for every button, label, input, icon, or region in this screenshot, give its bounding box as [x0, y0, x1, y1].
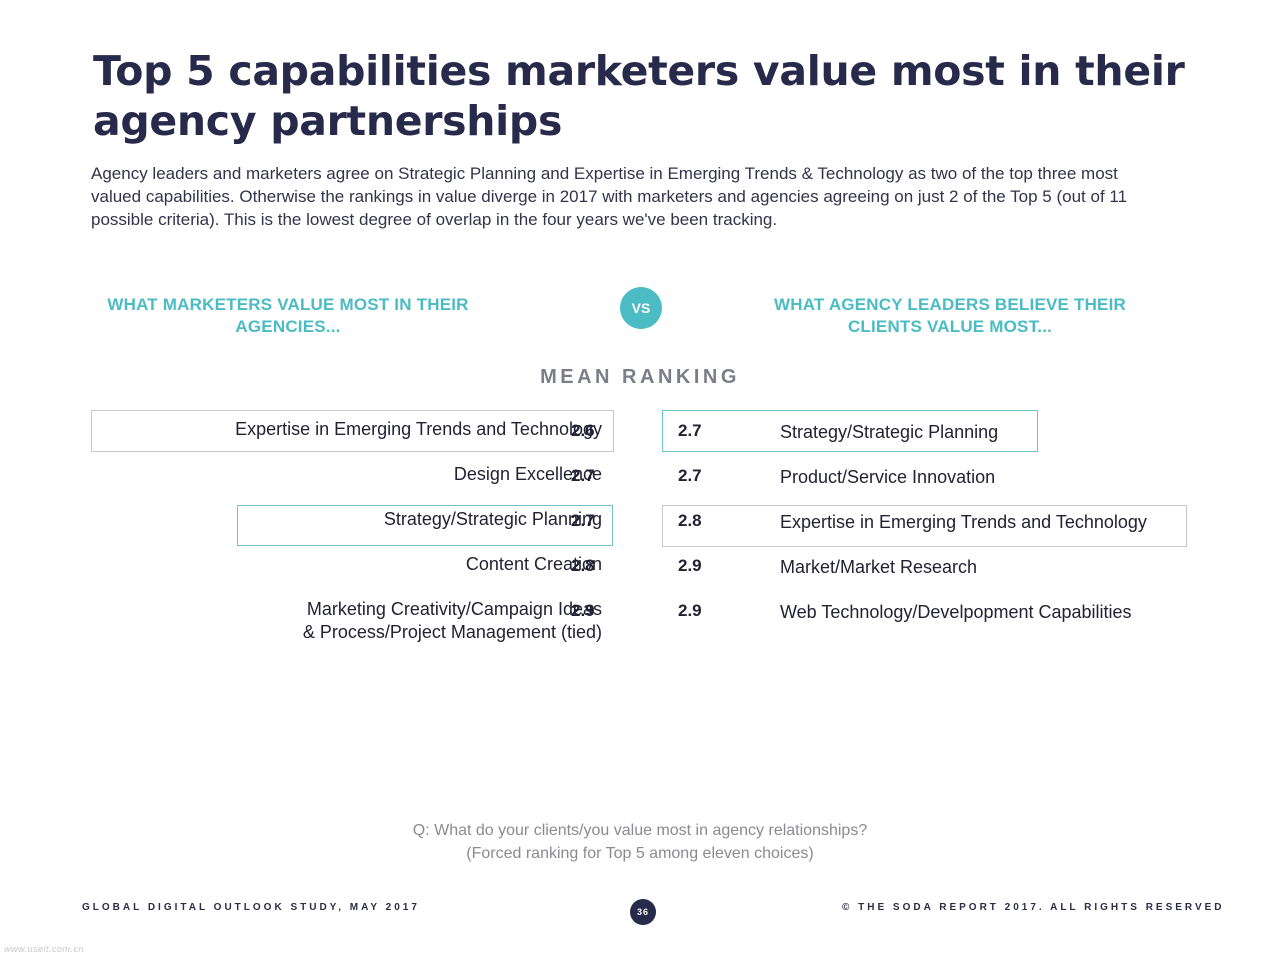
- marketers-row-label-line2: & Process/Project Management (tied): [302, 622, 602, 642]
- footer-study-name: GLOBAL DIGITAL OUTLOOK STUDY, MAY 2017: [82, 902, 420, 913]
- agency-row-label: Market/Market Research: [780, 557, 978, 577]
- marketers-heading: WHAT MARKETERS VALUE MOST IN THEIR AGENC…: [107, 295, 469, 336]
- agency-row-label: Web Technology/Develpopment Capabilities: [780, 602, 1132, 622]
- marketers-row-label: Expertise in Emerging Trends and Technol…: [235, 419, 602, 439]
- marketers-row-score: 2.7: [571, 466, 595, 485]
- marketers-row-score: 2.7: [571, 511, 595, 530]
- marketers-row-label: Design Excellence: [453, 464, 602, 484]
- agency-row-label: Expertise in Emerging Trends and Technol…: [780, 512, 1147, 532]
- page-number-badge: 36: [630, 899, 656, 925]
- agency-row-4: 2.9 Market/Market Research: [678, 555, 1178, 595]
- marketers-row-2: Design Excellence: [100, 463, 602, 503]
- agency-row-3: 2.8 Expertise in Emerging Trends and Tec…: [678, 510, 1178, 550]
- agency-row-5: 2.9 Web Technology/Develpopment Capabili…: [678, 600, 1178, 640]
- agency-row-1: 2.7 Strategy/Strategic Planning: [678, 420, 1178, 460]
- watermark: www.useit.com.cn: [4, 944, 85, 954]
- marketers-score-5: 2.9: [571, 600, 611, 640]
- highlight-box-strategy-marketers: [237, 505, 613, 546]
- marketers-row-1: Expertise in Emerging Trends and Technol…: [100, 418, 602, 458]
- footer-copyright: © THE SODA REPORT 2017. ALL RIGHTS RESER…: [842, 902, 1225, 913]
- mean-ranking-label: MEAN RANKING: [540, 366, 740, 388]
- intro-paragraph: Agency leaders and marketers agree on St…: [91, 164, 1128, 229]
- highlight-box-expertise-agency: [662, 505, 1187, 547]
- vs-badge: VS: [620, 287, 662, 329]
- agency-row-label: Strategy/Strategic Planning: [780, 422, 999, 442]
- agency-row-2: 2.7 Product/Service Innovation: [678, 465, 1178, 505]
- marketers-row-label: Content Creation: [465, 554, 602, 574]
- agency-row-score: 2.9: [678, 556, 702, 575]
- marketers-score-3: 2.7: [571, 510, 611, 550]
- agency-row-label: Product/Service Innovation: [780, 467, 996, 487]
- highlight-box-expertise-marketers: [91, 410, 614, 452]
- survey-question-line1: Q: What do your clients/you value most i…: [412, 822, 868, 839]
- marketers-row-score: 2.8: [571, 556, 595, 575]
- marketers-score-2: 2.7: [571, 465, 611, 505]
- agency-row-score: 2.8: [678, 511, 702, 530]
- marketers-score-4: 2.8: [571, 555, 611, 595]
- survey-question-line2: (Forced ranking for Top 5 among eleven c…: [466, 845, 814, 862]
- marketers-row-label: Marketing Creativity/Campaign Ideas: [306, 599, 602, 619]
- marketers-score-1: 2.6: [571, 420, 611, 460]
- agency-row-score: 2.9: [678, 601, 702, 620]
- marketers-row-4: Content Creation: [100, 553, 602, 593]
- agency-row-score: 2.7: [678, 466, 702, 485]
- marketers-row-score: 2.9: [571, 601, 595, 620]
- marketers-row-5: Marketing Creativity/Campaign Ideas & Pr…: [100, 598, 602, 646]
- agency-row-score: 2.7: [678, 421, 702, 440]
- page-title: Top 5 capabilities marketers value most …: [93, 47, 1185, 145]
- marketers-row-3: Strategy/Strategic Planning: [100, 508, 602, 548]
- highlight-box-strategy-agency: [662, 410, 1038, 452]
- marketers-row-label: Strategy/Strategic Planning: [383, 509, 602, 529]
- survey-question: Q: What do your clients/you value most i…: [340, 819, 940, 865]
- agency-leaders-heading: WHAT AGENCY LEADERS BELIEVE THEIR CLIENT…: [774, 295, 1126, 336]
- marketers-row-score: 2.6: [571, 421, 595, 440]
